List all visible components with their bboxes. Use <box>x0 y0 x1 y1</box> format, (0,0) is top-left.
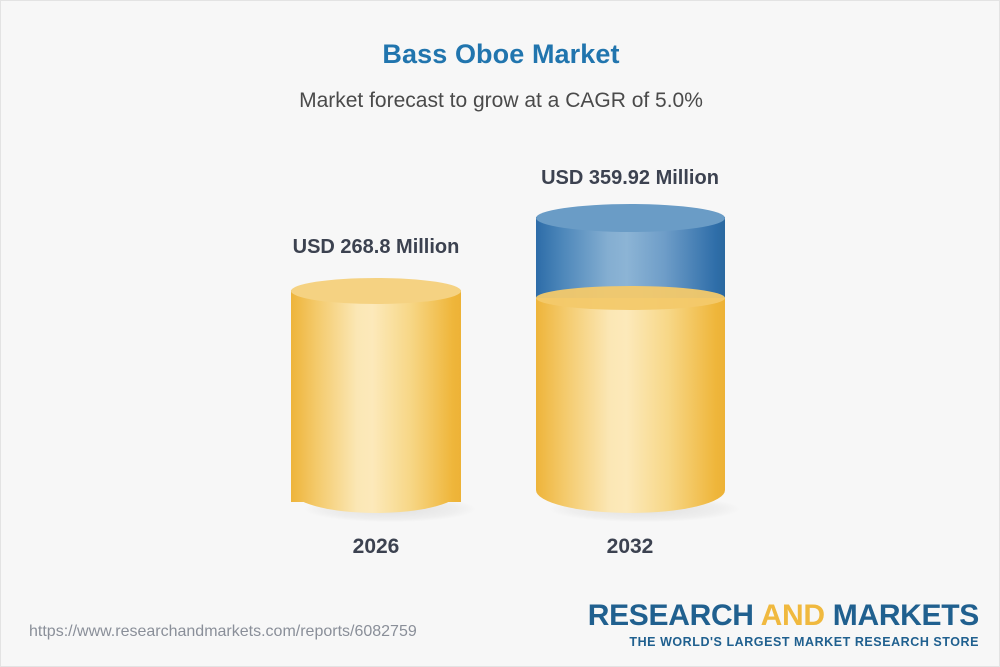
bar-segment-seam-2032 <box>536 286 725 310</box>
data-label-2032: USD 359.92 Million <box>541 167 719 189</box>
bar-bottom-2026 <box>291 490 461 513</box>
logo-markets-text: MARKETS <box>832 599 980 632</box>
bar-top-cap-2032 <box>536 204 725 232</box>
page-title: Bass Oboe Market <box>382 39 620 69</box>
bar-top-cap-2026 <box>291 278 461 304</box>
data-label-2026: USD 268.8 Million <box>292 236 460 258</box>
source-url[interactable]: https://www.researchandmarkets.com/repor… <box>29 623 417 640</box>
logo-wordmark: RESEARCH AND MARKETS <box>587 599 980 632</box>
logo-and-text: AND <box>760 599 825 632</box>
bar-segment-base-2026 <box>291 290 461 502</box>
category-label-2032: 2032 <box>606 535 654 558</box>
logo-research-text: RESEARCH <box>587 599 754 632</box>
bar-2026 <box>291 278 475 522</box>
bar-bottom-2032 <box>536 490 725 513</box>
bar-2032 <box>536 204 739 522</box>
brand-logo: RESEARCH AND MARKETS THE WORLD'S LARGEST… <box>587 599 980 649</box>
category-label-2026: 2026 <box>352 535 400 558</box>
plot-area: USD 268.8 Million USD 359.92 Million 202… <box>1 1 999 601</box>
chart-subtitle: Market forecast to grow at a CAGR of 5.0… <box>299 89 703 112</box>
logo-tagline: THE WORLD'S LARGEST MARKET RESEARCH STOR… <box>629 635 979 649</box>
bar-segment-base-2032 <box>536 296 725 490</box>
